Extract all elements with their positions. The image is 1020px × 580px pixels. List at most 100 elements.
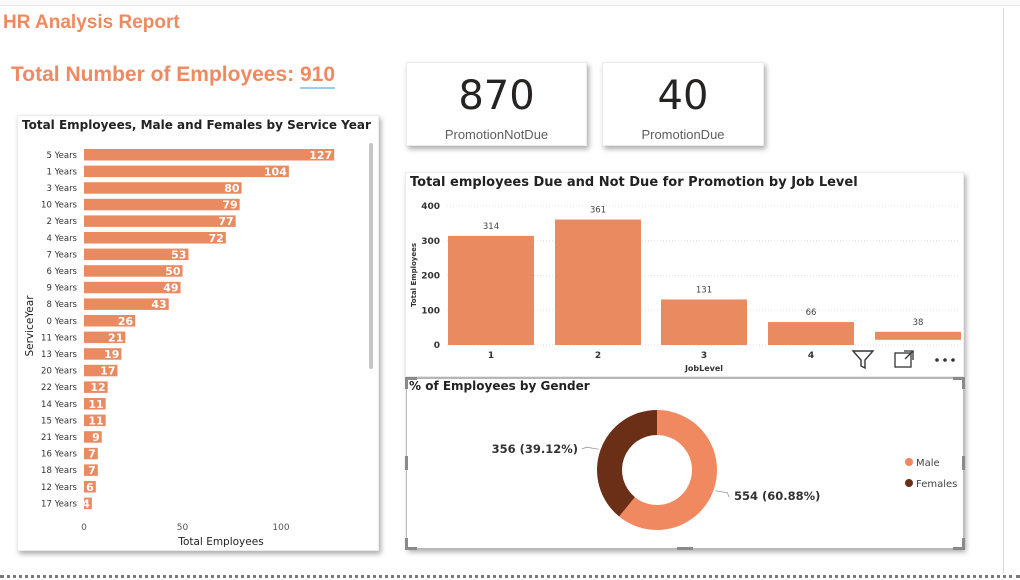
y-tick-label: 17 Years <box>41 499 78 509</box>
bar <box>84 464 98 476</box>
data-label: 38 <box>913 318 924 328</box>
data-label: 21 <box>108 331 123 344</box>
bar <box>84 431 102 443</box>
bar <box>448 235 534 345</box>
bar <box>661 299 747 345</box>
total-employees-card: Total Number of Employees: 910 <box>11 63 336 89</box>
x-tick-label: 0 <box>81 523 87 533</box>
chart-title: Total Employees, Male and Females by Ser… <box>22 118 371 132</box>
data-label: 49 <box>163 282 178 295</box>
report-title: HR Analysis Report <box>3 12 180 33</box>
y-axis-label: ServiceYear <box>24 295 36 357</box>
y-tick-label: 14 Years <box>41 400 78 410</box>
bar <box>875 331 961 340</box>
resize-handle[interactable] <box>677 547 693 550</box>
y-tick-label: 2 Years <box>46 217 77 227</box>
y-tick-label: 4 Years <box>46 234 77 244</box>
resize-handle[interactable] <box>405 377 417 380</box>
chart-scrollbar[interactable] <box>369 143 373 369</box>
y-tick-label: 5 Years <box>46 151 77 161</box>
data-label: 43 <box>151 298 166 311</box>
resize-handle[interactable] <box>405 547 417 550</box>
data-label: 19 <box>104 348 119 361</box>
gender-donut-card[interactable]: % of Employees by Gender 554 (60.88%) 356… <box>405 377 965 550</box>
kpi-label: PromotionDue <box>641 127 725 142</box>
bar <box>84 215 236 227</box>
kpi-value: 40 <box>657 73 709 119</box>
x-tick-label: 3 <box>701 351 707 361</box>
y-tick-label: 11 Years <box>41 333 78 343</box>
donut-slice <box>619 410 717 530</box>
y-tick-label: 10 Years <box>41 201 78 211</box>
y-tick-label: 0 Years <box>46 317 77 327</box>
bar <box>84 248 189 261</box>
y-axis-label: Total Employees <box>410 243 418 307</box>
bar <box>84 149 335 161</box>
resize-handle[interactable] <box>962 377 965 389</box>
x-axis-label: Total Employees <box>177 536 263 548</box>
y-tick-label: 22 Years <box>41 383 78 393</box>
resize-handle[interactable] <box>405 377 408 389</box>
data-label: 9 <box>92 431 100 444</box>
bar <box>84 497 92 510</box>
y-tick-label: 20 Years <box>41 367 78 377</box>
data-label: 11 <box>88 414 103 427</box>
canvas-right-edge <box>1003 8 1004 573</box>
focus-mode-icon[interactable] <box>890 345 918 373</box>
y-tick-label: 1 Years <box>46 167 77 177</box>
data-label: 361 <box>590 206 606 216</box>
legend-marker <box>905 479 913 487</box>
data-label: 127 <box>309 149 332 162</box>
kpi-label: PromotionNotDue <box>444 127 549 142</box>
legend-item: Male <box>916 458 940 469</box>
x-axis-label: JobLevel <box>684 364 723 373</box>
job-level-chart-card[interactable]: Total employees Due and Not Due for Prom… <box>405 172 964 377</box>
x-tick-label: 1 <box>488 351 494 361</box>
y-tick-label: 9 Years <box>46 284 77 294</box>
data-label: 6 <box>86 481 94 494</box>
bar <box>84 265 183 277</box>
kpi-card-promotion-not-due[interactable]: 870 PromotionNotDue <box>406 62 587 146</box>
legend-marker <box>905 458 913 466</box>
resize-handle[interactable] <box>962 456 965 470</box>
bar <box>84 447 98 460</box>
bar <box>84 198 240 211</box>
data-label: 77 <box>218 215 233 228</box>
kpi-card-promotion-due[interactable]: 40 PromotionDue <box>602 62 764 146</box>
total-employees-label: Total Number of Employees: <box>11 63 295 86</box>
page-bottom-border <box>0 575 1020 578</box>
data-label: 80 <box>224 182 240 195</box>
chart-title: Total employees Due and Not Due for Prom… <box>410 175 858 190</box>
resize-handle[interactable] <box>405 538 408 550</box>
resize-handle[interactable] <box>405 456 408 470</box>
data-label: 104 <box>264 165 287 178</box>
y-tick-label: 0 <box>434 341 440 351</box>
y-tick-label: 300 <box>421 237 440 247</box>
resize-handle[interactable] <box>953 377 965 380</box>
data-label: 26 <box>118 315 134 328</box>
resize-handle[interactable] <box>953 547 965 550</box>
bar <box>84 398 106 410</box>
data-label: 131 <box>696 285 712 295</box>
more-options-icon[interactable] <box>930 345 960 373</box>
x-tick-label: 2 <box>595 351 601 361</box>
bar <box>84 182 242 194</box>
data-label: 7 <box>88 464 96 477</box>
data-label: 554 (60.88%) <box>734 489 820 503</box>
y-tick-label: 13 Years <box>41 350 78 360</box>
bar <box>768 322 854 345</box>
filter-icon[interactable] <box>849 345 877 373</box>
x-tick-label: 4 <box>808 351 814 361</box>
bar <box>84 298 169 310</box>
y-tick-label: 21 Years <box>41 433 78 443</box>
data-label: 79 <box>222 199 237 212</box>
legend-item: Females <box>916 479 957 490</box>
donut-slice <box>597 410 657 517</box>
chart-title: % of Employees by Gender <box>409 379 590 393</box>
top-strip <box>0 0 1020 6</box>
y-tick-label: 15 Years <box>41 416 78 426</box>
resize-handle[interactable] <box>962 538 965 550</box>
service-year-chart-card[interactable]: Total Employees, Male and Females by Ser… <box>17 115 379 551</box>
y-tick-label: 400 <box>421 202 440 212</box>
